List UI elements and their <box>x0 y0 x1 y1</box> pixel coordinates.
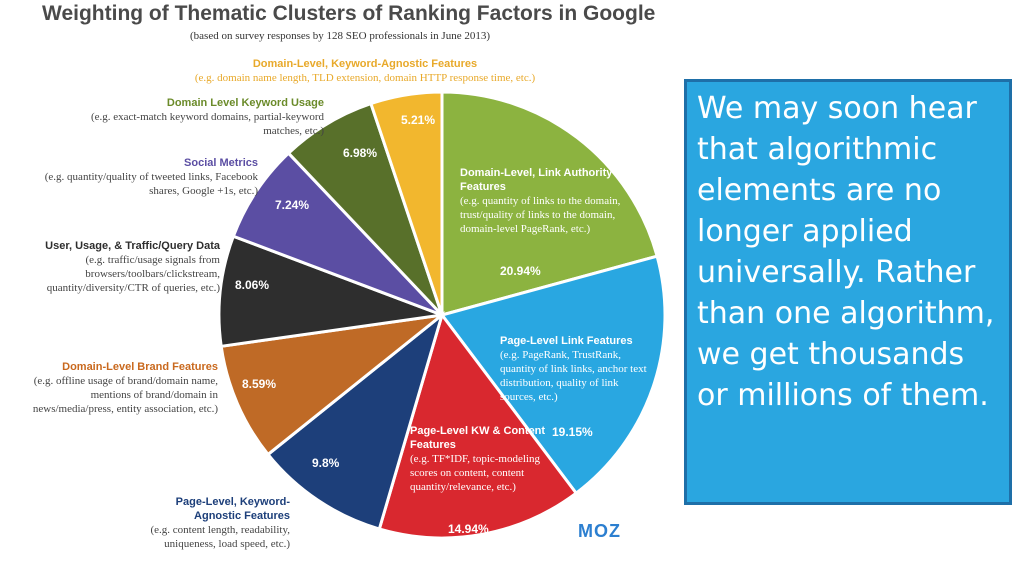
pie-slice-4 <box>219 312 448 457</box>
callout-box: We may soon hear that algorithmic elemen… <box>684 79 1012 505</box>
callout-text: We may soon hear that algorithmic elemen… <box>697 91 995 413</box>
label-domain-keyword-usage-title: Domain Level Keyword Usage <box>166 97 324 109</box>
label-social-metrics: Social Metrics (e.g. quantity/quality of… <box>40 156 258 198</box>
label-page-kw-content: Page-Level KW & Content Features (e.g. T… <box>410 424 546 494</box>
pct-label-domain-keyword-usage: 6.98% <box>343 146 378 160</box>
pct-label-domain-keyword-agnostic: 5.21% <box>401 113 436 127</box>
label-domain-keyword-usage-desc: (e.g. exact-match keyword domains, parti… <box>90 111 324 137</box>
label-social-metrics-title: Social Metrics <box>184 157 258 169</box>
label-page-link-title: Page-Level Link Features <box>500 335 633 347</box>
pct-label-social-metrics: 7.24% <box>275 198 310 212</box>
pct-label-domain-link-authority: 20.94% <box>500 264 541 278</box>
label-user-usage-traffic: User, Usage, & Traffic/Query Data (e.g. … <box>8 239 220 295</box>
pct-label-domain-brand: 8.59% <box>242 377 277 391</box>
label-domain-brand: Domain-Level Brand Features (e.g. offlin… <box>30 360 218 416</box>
label-domain-keyword-agnostic: Domain-Level, Keyword-Agnostic Features … <box>150 57 580 85</box>
pie-slice-5 <box>217 234 443 349</box>
label-domain-keyword-agnostic-desc: (e.g. domain name length, TLD extension,… <box>194 72 536 84</box>
pct-label-page-kw-content: 14.94% <box>448 522 489 536</box>
pct-label-user-usage-traffic: 8.06% <box>235 278 270 292</box>
label-user-usage-traffic-desc: (e.g. traffic/usage signals from browser… <box>46 254 220 294</box>
label-page-link: Page-Level Link Features (e.g. PageRank,… <box>500 334 650 404</box>
label-domain-brand-desc: (e.g. offline usage of brand/domain name… <box>32 375 218 415</box>
label-page-kw-content-title: Page-Level KW & Content Features <box>410 425 546 451</box>
label-domain-keyword-agnostic-title: Domain-Level, Keyword-Agnostic Features <box>252 58 478 70</box>
label-social-metrics-desc: (e.g. quantity/quality of tweeted links,… <box>44 171 258 197</box>
pct-label-page-keyword-agnostic: 9.8% <box>312 456 340 470</box>
label-page-keyword-agnostic-title: Page-Level, Keyword-Agnostic Features <box>175 496 290 522</box>
chart-title: Weighting of Thematic Clusters of Rankin… <box>42 2 656 25</box>
pct-label-page-link: 19.15% <box>552 425 593 439</box>
label-page-kw-content-desc: (e.g. TF*IDF, topic-modeling scores on c… <box>410 453 540 493</box>
label-page-link-desc: (e.g. PageRank, TrustRank, quantity of l… <box>500 349 647 403</box>
pie-slice-3 <box>265 310 445 531</box>
pie-slice-6 <box>231 151 444 317</box>
pie-slice-2 <box>377 311 579 540</box>
label-user-usage-traffic-title: User, Usage, & Traffic/Query Data <box>45 240 220 252</box>
label-page-keyword-agnostic-desc: (e.g. content length, readability, uniqu… <box>150 524 291 550</box>
moz-logo: MOZ <box>578 521 621 541</box>
label-domain-link-authority-desc: (e.g. quantity of links to the domain, t… <box>460 195 621 235</box>
label-domain-brand-title: Domain-Level Brand Features <box>62 361 218 373</box>
label-domain-link-authority: Domain-Level, Link Authority Features (e… <box>460 166 632 236</box>
label-page-keyword-agnostic: Page-Level, Keyword-Agnostic Features (e… <box>130 495 291 551</box>
label-domain-link-authority-title: Domain-Level, Link Authority Features <box>460 167 613 193</box>
label-domain-keyword-usage: Domain Level Keyword Usage (e.g. exact-m… <box>80 96 324 138</box>
pie-slice-8 <box>369 90 444 316</box>
pie-slice-0 <box>440 90 659 317</box>
pie-slice-1 <box>439 254 667 496</box>
chart-subtitle: (based on survey responses by 128 SEO pr… <box>190 30 491 42</box>
